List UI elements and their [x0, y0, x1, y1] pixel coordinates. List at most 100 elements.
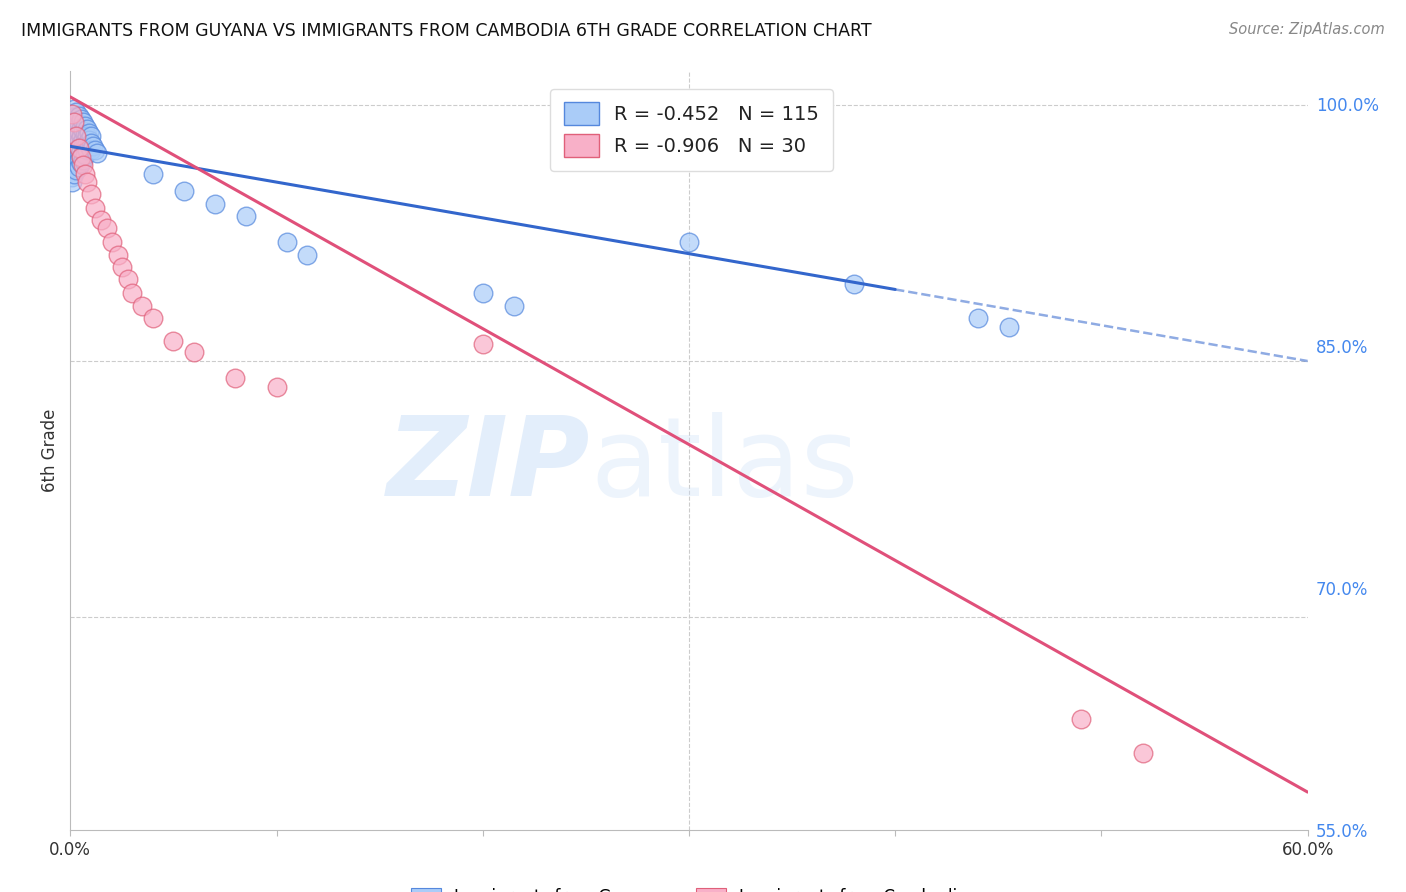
Point: [65, 156, 87, 170]
Point: [73, 141, 96, 155]
Point: [72, 139, 94, 153]
Point: [96, 221, 118, 235]
Point: [73, 134, 96, 148]
Point: [65, 163, 87, 178]
Point: [63, 154, 86, 169]
Point: [63, 145, 86, 159]
Point: [80, 187, 103, 202]
Point: [76, 129, 98, 144]
Point: [76, 122, 98, 136]
Point: [63, 128, 86, 142]
Point: [1070, 712, 1092, 726]
Point: [73, 128, 96, 142]
Point: [502, 300, 524, 314]
Point: [60, 158, 83, 172]
Text: IMMIGRANTS FROM GUYANA VS IMMIGRANTS FROM CAMBODIA 6TH GRADE CORRELATION CHART: IMMIGRANTS FROM GUYANA VS IMMIGRANTS FRO…: [21, 22, 872, 40]
Point: [1132, 746, 1154, 760]
Point: [80, 143, 103, 157]
Point: [63, 119, 86, 133]
Point: [72, 115, 94, 129]
Point: [65, 105, 87, 120]
Point: [69, 156, 91, 170]
Point: [69, 150, 91, 164]
Point: [131, 300, 153, 314]
Point: [69, 143, 91, 157]
Point: [63, 167, 86, 181]
Point: [63, 102, 86, 116]
Point: [67, 153, 90, 167]
Point: [77, 139, 100, 153]
Point: [76, 143, 98, 157]
Point: [65, 130, 87, 145]
Point: [63, 150, 86, 164]
Point: [842, 277, 865, 292]
Point: [60, 132, 83, 146]
Point: [67, 126, 90, 140]
Point: [69, 129, 91, 144]
Point: [72, 153, 94, 167]
Point: [121, 285, 143, 300]
Point: [72, 132, 94, 146]
Point: [69, 120, 91, 135]
Point: [73, 167, 96, 181]
Point: [678, 235, 700, 249]
Text: Source: ZipAtlas.com: Source: ZipAtlas.com: [1229, 22, 1385, 37]
Point: [65, 122, 87, 136]
Point: [173, 184, 195, 198]
Point: [111, 260, 134, 275]
Point: [107, 248, 129, 262]
Point: [72, 124, 94, 138]
Point: [471, 285, 494, 300]
Point: [69, 112, 91, 126]
Point: [63, 115, 86, 129]
Point: [67, 134, 90, 148]
Point: [100, 235, 122, 249]
Point: [69, 150, 91, 164]
Point: [63, 111, 86, 125]
Point: [60, 175, 83, 189]
Point: [80, 136, 103, 150]
Point: [60, 124, 83, 138]
Point: [183, 345, 205, 359]
Point: [162, 334, 184, 348]
Point: [471, 337, 494, 351]
Point: [63, 136, 86, 150]
Point: [67, 109, 90, 123]
Point: [276, 235, 298, 249]
Point: [73, 119, 96, 133]
Point: [76, 136, 98, 150]
Point: [67, 141, 90, 155]
Point: [67, 141, 90, 155]
Point: [117, 272, 139, 286]
Point: [266, 379, 288, 393]
Point: [65, 146, 87, 161]
Point: [90, 212, 112, 227]
Point: [84, 201, 107, 215]
Point: [60, 163, 83, 178]
Point: [65, 151, 87, 165]
Point: [297, 248, 319, 262]
Point: [73, 148, 96, 162]
Point: [72, 146, 94, 161]
Point: [60, 107, 83, 121]
Point: [60, 141, 83, 155]
Point: [65, 113, 87, 128]
Point: [60, 115, 83, 129]
Point: [60, 150, 83, 164]
Point: [204, 197, 226, 211]
Point: [84, 143, 107, 157]
Point: [69, 136, 91, 150]
Point: [997, 320, 1019, 334]
Point: [77, 132, 100, 146]
Point: [65, 129, 87, 144]
Point: [142, 167, 165, 181]
Y-axis label: 6th Grade: 6th Grade: [41, 409, 59, 492]
Point: [76, 175, 98, 189]
Point: [65, 139, 87, 153]
Point: [77, 126, 100, 140]
Point: [82, 139, 104, 153]
Point: [235, 209, 257, 223]
Point: [60, 169, 83, 184]
Point: [80, 129, 103, 144]
Point: [72, 158, 94, 172]
